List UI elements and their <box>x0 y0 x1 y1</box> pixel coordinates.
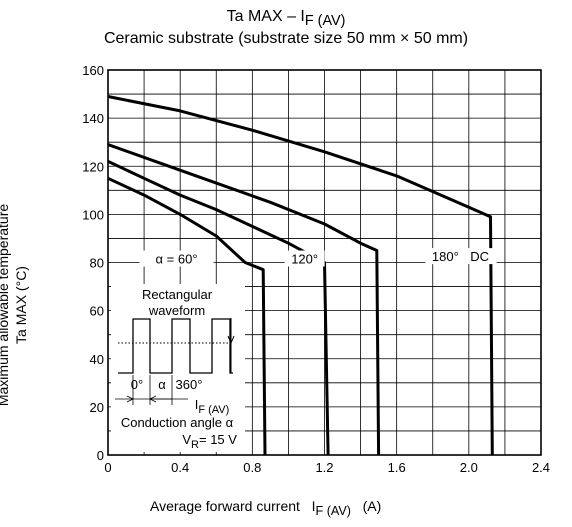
curve-label-bg <box>139 250 214 267</box>
y-tick-label: 20 <box>90 400 104 415</box>
curve-label-bg <box>462 248 497 265</box>
x-tick-label: 2.4 <box>532 460 550 475</box>
inset-vr-value: = 15 V <box>199 432 237 447</box>
inset-current-label: IF (AV) <box>195 397 230 416</box>
inset-title-line1: Rectangular <box>142 287 213 302</box>
chart-subtitle: Ceramic substrate (substrate size 50 mm … <box>103 30 469 47</box>
y-tick-label: 100 <box>82 207 104 222</box>
tick-labels: 0 0.4 0.8 1.2 1.6 2.0 2.4 0 20 40 60 80 100 120 140 160 <box>82 63 550 475</box>
y-tick-label: 140 <box>82 111 104 126</box>
inset-vr-label: VR <box>182 432 199 451</box>
series-line <box>107 95 494 456</box>
series-line <box>107 143 381 456</box>
y-tick-label: 80 <box>90 256 104 271</box>
rectangular-wave <box>118 318 233 374</box>
curve-label: DC <box>470 249 489 264</box>
y-tick-label: 60 <box>90 304 104 319</box>
curve-label-bg <box>284 250 325 267</box>
chart-title: Ta MAX – IF (AV) <box>226 8 346 30</box>
inset-label-360: 360° <box>176 377 203 392</box>
curve-labels: α = 60° 120° 180° DC <box>156 249 489 266</box>
plot-frame <box>107 69 542 456</box>
curve-label-bg <box>425 248 466 265</box>
dimension-arrowhead <box>149 395 157 403</box>
x-tick-label: 1.6 <box>388 460 406 475</box>
inset-label-zero: 0° <box>131 377 143 392</box>
curve-label-backgrounds <box>139 248 497 267</box>
inset-label-alpha: α <box>158 377 166 392</box>
x-tick-label: 0 <box>104 460 111 475</box>
inset-title-line2: waveform <box>148 303 205 318</box>
amplitude-arrow-head <box>227 335 235 345</box>
y-tick-label: 0 <box>97 448 104 463</box>
y-tick-label: 160 <box>82 63 104 78</box>
curve-label: α = 60° <box>156 252 198 267</box>
x-tick-label: 0.8 <box>243 460 261 475</box>
curve-label: 120° <box>291 252 318 267</box>
inset-conduction-angle: Conduction angle α <box>121 415 234 430</box>
x-tick-label: 1.2 <box>315 460 333 475</box>
x-axis-label: Average forward current IF (AV) (A) <box>150 498 382 518</box>
y-tick-label: 40 <box>90 352 104 367</box>
x-tick-label: 2.0 <box>460 460 478 475</box>
y-tick-label: 120 <box>82 159 104 174</box>
series-line <box>107 176 267 456</box>
x-tick-label: 0.4 <box>171 460 189 475</box>
curve-label: 180° <box>432 249 459 264</box>
